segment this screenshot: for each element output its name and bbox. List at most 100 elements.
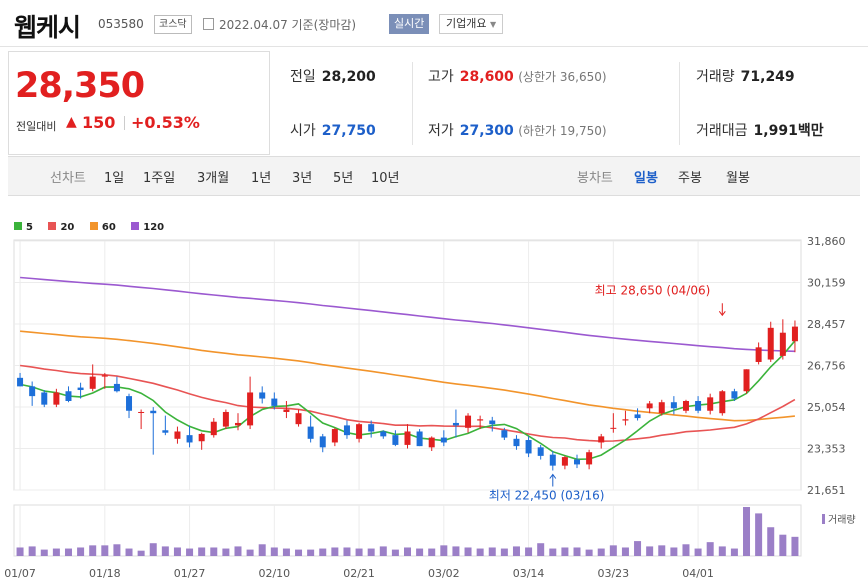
volume-bar	[125, 548, 133, 556]
low-arrow-icon	[549, 473, 557, 487]
volume-bar	[416, 548, 424, 556]
company-info-dropdown[interactable]: 기업개요 ▼	[439, 14, 504, 34]
candle-body	[89, 376, 96, 389]
stat-value: 28,200	[321, 69, 376, 85]
candle-body	[707, 397, 714, 411]
volume-bar	[355, 548, 363, 556]
candle-monthly[interactable]: 월봉	[726, 171, 750, 186]
candle-body	[658, 402, 665, 414]
legend-swatch	[131, 222, 140, 230]
stat-value: 27,300	[459, 123, 514, 139]
candle-daily[interactable]: 일봉	[634, 171, 658, 186]
period-1w[interactable]: 1주일	[143, 171, 176, 186]
volume-bar	[295, 549, 303, 556]
period-5y[interactable]: 5년	[333, 171, 354, 186]
stat-label: 거래대금	[696, 123, 748, 139]
upper-limit: (상한가 36,650)	[518, 70, 607, 84]
candle-body	[440, 437, 447, 443]
period-3m[interactable]: 3개월	[197, 171, 230, 186]
candle-body	[549, 454, 556, 466]
volume-bar	[706, 542, 714, 556]
candle-body	[392, 435, 399, 445]
volume-bar	[743, 507, 751, 556]
volume-bar	[113, 544, 121, 556]
stat-open: 시가 27,750	[290, 120, 376, 140]
candle-body	[101, 375, 108, 377]
lower-limit: (하한가 19,750)	[518, 124, 607, 138]
period-10y[interactable]: 10년	[371, 171, 400, 186]
candle-body	[247, 392, 254, 426]
candle-body	[29, 386, 36, 397]
candle-body	[198, 433, 205, 442]
volume-bar	[609, 545, 617, 556]
volume-bar	[525, 547, 533, 556]
volume-bar	[28, 546, 36, 556]
realtime-button[interactable]: 실시간	[389, 14, 430, 34]
candle-body	[150, 410, 157, 414]
candle-body	[731, 391, 738, 399]
calendar-icon	[203, 18, 214, 30]
header-divider	[0, 46, 868, 47]
stat-volume: 거래량 71,249	[696, 66, 795, 86]
x-tick-label: 01/27	[174, 567, 206, 580]
volume-bar	[282, 548, 290, 556]
volume-bar	[186, 548, 194, 556]
volume-bar	[137, 550, 145, 556]
volume-bar	[549, 548, 557, 556]
legend-item-ma60: 60	[89, 222, 116, 233]
volume-bar	[64, 548, 72, 556]
volume-bar	[161, 546, 169, 556]
candle-body	[222, 411, 229, 427]
candle-body	[126, 396, 133, 411]
volume-bar	[634, 541, 642, 556]
volume-label: 거래량	[828, 514, 856, 526]
candlestick-chart[interactable]: 31,860 30,159 28,457 26,756 25,054 23,353 21,6…	[0, 198, 868, 581]
candle-body	[65, 391, 72, 401]
x-tick-label: 01/18	[89, 567, 121, 580]
legend-label: 5	[26, 222, 33, 233]
stat-label: 시가	[290, 123, 316, 139]
candle-weekly[interactable]: 주봉	[678, 171, 702, 186]
candle-body	[113, 383, 120, 392]
volume-bar	[222, 548, 230, 556]
x-tick-label: 03/02	[428, 567, 460, 580]
volume-bar	[428, 548, 436, 556]
candle-body	[319, 436, 326, 448]
legend-item-ma5: 5	[14, 222, 33, 233]
volume-bar	[331, 547, 339, 556]
price-box: 28,350 전일대비 ▲ 150 +0.53%	[8, 51, 270, 155]
volume-legend-swatch	[822, 514, 825, 524]
volume-bar	[307, 549, 315, 556]
candle-body	[138, 411, 145, 413]
legend-label: 60	[101, 222, 116, 233]
volume-bar	[234, 546, 242, 556]
period-1y[interactable]: 1년	[251, 171, 272, 186]
high-arrow-icon	[718, 303, 726, 317]
change-divider	[124, 116, 125, 130]
x-tick-label: 02/10	[258, 567, 290, 580]
candle-body	[380, 431, 387, 437]
change-value: 150	[82, 113, 116, 132]
period-3y[interactable]: 3년	[292, 171, 313, 186]
y-tick-label: 31,860	[807, 235, 846, 248]
stat-amount: 거래대금 1,991백만	[696, 120, 824, 140]
volume-bar	[500, 548, 508, 556]
volume-bar	[488, 547, 496, 556]
candle-body	[283, 409, 290, 412]
stat-prev: 전일 28,200	[290, 66, 376, 86]
volume-bar	[149, 543, 157, 556]
stat-high: 고가 28,600 (상한가 36,650)	[428, 66, 607, 86]
candle-body	[537, 447, 544, 456]
current-price: 28,350	[15, 66, 145, 106]
stat-label: 거래량	[696, 69, 735, 85]
candle-body	[622, 419, 629, 421]
legend-item-ma120: 120	[131, 222, 164, 233]
ma120-line	[20, 276, 795, 353]
volume-bar	[52, 548, 60, 556]
volume-bar	[476, 548, 484, 556]
volume-bar	[646, 546, 654, 556]
volume-bar	[621, 547, 629, 556]
candle-body	[416, 431, 423, 447]
legend-swatch	[89, 222, 98, 230]
period-1d[interactable]: 1일	[104, 171, 125, 186]
